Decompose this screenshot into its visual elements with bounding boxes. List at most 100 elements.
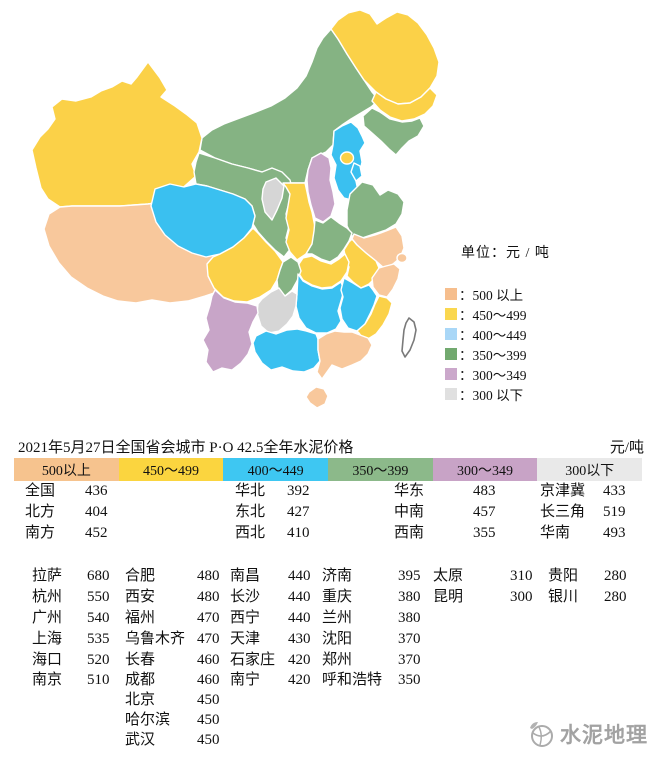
cell-value: 470: [197, 631, 220, 647]
province-liaoning: [362, 107, 425, 156]
cell-name: 乌鲁木齐: [125, 631, 186, 647]
legend-swatch: [445, 348, 457, 360]
watermark-text: 水泥地理: [560, 723, 648, 747]
china-price-map: 单位：元 / 吨 ：500 以上 ：450～499 ：400～449 ：350～399…: [31, 9, 645, 409]
cell-name: 拉萨: [32, 568, 63, 584]
cell-value: 410: [287, 525, 310, 541]
price-band: 300以下: [537, 458, 643, 481]
cell-value: 520: [87, 652, 110, 668]
price-band: 500以上: [14, 458, 119, 481]
legend-item-label: ：450～499: [459, 308, 527, 323]
city-row: 杭州 550 西安 480 长沙 440 重庆 380 昆明 300 银川 280: [0, 587, 654, 608]
cell-name: 南昌: [230, 568, 261, 584]
province-shanxi: [306, 152, 336, 223]
province-heilongjiang: [330, 9, 440, 105]
province-ningxia: [261, 177, 285, 221]
province-hubei: [297, 253, 350, 289]
legend-swatch: [445, 328, 457, 340]
province-guizhou: [256, 287, 298, 334]
cell-value: 450: [197, 732, 220, 748]
cell-value: 440: [288, 610, 311, 626]
watermark: 水泥地理: [527, 719, 648, 749]
province-fujian: [356, 295, 393, 340]
price-band: 400～449: [223, 458, 329, 481]
price-band-header: 500以上 450～499 400～449 350～399 300～349 300以下: [14, 458, 643, 481]
province-shanghai: [396, 252, 408, 264]
cell-value: 480: [197, 568, 220, 584]
cell-value: 395: [398, 568, 421, 584]
province-guangxi: [252, 328, 321, 373]
cell-value: 404: [85, 504, 108, 520]
province-guangdong: [316, 330, 373, 380]
province-qinghai: [150, 183, 256, 258]
cell-name: 哈尔滨: [125, 712, 171, 728]
cell-name: 海口: [32, 652, 63, 668]
city-row: 海口 520 长春 460 石家庄 420 郑州 370: [0, 650, 654, 671]
cell-name: 南宁: [230, 672, 261, 688]
cell-value: 420: [288, 652, 311, 668]
legend-item: ：400～449: [445, 324, 645, 344]
cell-name: 济南: [322, 568, 353, 584]
province-beijing: [339, 151, 355, 165]
legend-item: ：450～499: [445, 304, 645, 324]
legend-unit-label: 单位：元 / 吨: [461, 246, 550, 261]
province-hainan: [305, 386, 329, 409]
cell-value: 380: [398, 589, 421, 605]
city-row: 哈尔滨 450: [0, 710, 654, 731]
cell-value: 350: [398, 672, 421, 688]
province-hunan: [295, 273, 345, 334]
legend-items: ：500 以上 ：450～499 ：400～449 ：350～399 ：300～349 ：…: [445, 284, 645, 404]
globe-icon: [530, 722, 553, 747]
cell-value: 460: [197, 672, 220, 688]
cell-name: 重庆: [322, 589, 353, 605]
legend-swatch: [445, 308, 457, 320]
cell-value: 680: [87, 568, 110, 584]
cell-value: 430: [288, 631, 311, 647]
legend-item-label: ：300～349: [459, 368, 527, 383]
region-row: 全国 436 华北 392 华东 483 京津冀 433: [0, 481, 654, 502]
cell-name: 上海: [32, 631, 63, 647]
cell-name: 西安: [125, 589, 156, 605]
cell-name: 银川: [548, 589, 579, 605]
cell-value: 370: [398, 631, 421, 647]
cell-name: 成都: [125, 672, 156, 688]
cell-name: 华北: [235, 483, 266, 499]
cell-name: 沈阳: [322, 631, 353, 647]
legend-swatch: [445, 388, 457, 400]
price-band: 350～399: [328, 458, 433, 481]
cell-name: 呼和浩特: [322, 672, 383, 688]
cell-value: 470: [197, 610, 220, 626]
province-shaanxi: [282, 182, 317, 261]
cell-value: 355: [473, 525, 496, 541]
cell-name: 兰州: [322, 610, 353, 626]
cell-name: 全国: [25, 483, 56, 499]
cell-name: 西南: [394, 525, 425, 541]
cell-name: 西宁: [230, 610, 261, 626]
cell-name: 石家庄: [230, 652, 276, 668]
cell-name: 天津: [230, 631, 261, 647]
cell-name: 南京: [32, 672, 63, 688]
cell-name: 北方: [25, 504, 56, 520]
legend-swatch: [445, 368, 457, 380]
city-row: 南京 510 成都 460 南宁 420 呼和浩特 350: [0, 670, 654, 691]
cell-name: 杭州: [32, 589, 63, 605]
cell-value: 433: [603, 483, 626, 499]
cell-value: 436: [85, 483, 108, 499]
cell-value: 450: [197, 712, 220, 728]
cell-name: 武汉: [125, 732, 156, 748]
cell-value: 535: [87, 631, 110, 647]
cell-value: 300: [510, 589, 533, 605]
legend-item-label: ：400～449: [459, 328, 527, 343]
cell-name: 华南: [540, 525, 571, 541]
cell-name: 中南: [394, 504, 425, 520]
cell-value: 540: [87, 610, 110, 626]
province-tianjin: [350, 162, 363, 182]
cell-name: 京津冀: [540, 483, 586, 499]
legend-item-label: ：350～399: [459, 348, 527, 363]
legend-item: ：350～399: [445, 344, 645, 364]
cell-name: 昆明: [433, 589, 464, 605]
cell-name: 太原: [433, 568, 464, 584]
legend-item-label: ：300 以下: [459, 388, 524, 403]
cell-name: 贵阳: [548, 568, 579, 584]
